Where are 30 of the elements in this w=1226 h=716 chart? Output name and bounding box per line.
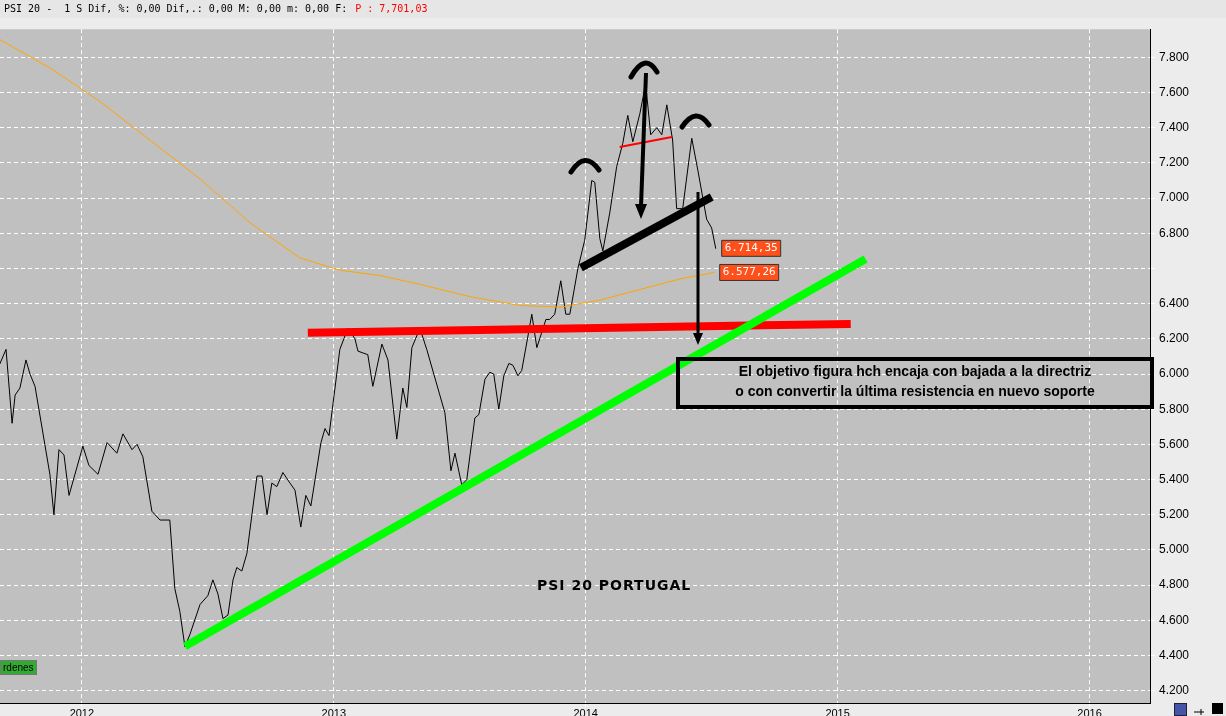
x-tick-label: 2012 [69,706,95,716]
y-tick-label: 6.400 [1159,295,1190,310]
y-tick-label: 5.200 [1159,507,1190,522]
annotation: PSI 20 PORTUGAL [537,577,692,593]
y-tick-label: 5.000 [1159,542,1190,557]
y-tick-label: 5.400 [1159,471,1190,486]
x-tick-label: 2014 [573,706,598,716]
y-tick-label: 4.800 [1159,577,1190,592]
x-tick-label: 2013 [321,706,347,716]
y-tick-label: 6.800 [1159,225,1190,240]
y-tick-label: 7.400 [1159,120,1190,135]
chart-title: PSI 20 - 1 S Dif, %: 0,00 Dif,.: 0,00 M: 0,00 m: 0,00 F: [4,3,348,14]
x-tick-label: 2015 [825,706,850,716]
y-tick-label: 7.000 [1159,190,1190,205]
y-tick-label: 4.200 [1159,683,1190,697]
chart-subtitle: P : 7,701,03 [355,3,428,14]
annotation: El objetivo figura hch encaja con bajada a la directriz o con convertir la última resistencia en nuevo soporte [676,357,1154,409]
y-tick-label: 7.800 [1159,49,1190,64]
y-tick-label: 7.600 [1159,84,1190,99]
y-tick-label: 7.200 [1159,155,1190,170]
annotation: rdenes [0,660,37,675]
data-label: 6.577,26 [722,265,776,279]
y-tick-label: 6.000 [1159,366,1190,381]
y-tick-label: 4.600 [1159,612,1190,627]
y-tick-label: 5.600 [1159,436,1190,451]
y-tick-label: 6.200 [1159,331,1190,346]
y-tick-label: 5.800 [1159,401,1190,416]
x-tick-label: 2016 [1077,706,1102,716]
y-tick-label: 4.400 [1159,647,1190,662]
data-label: 6.714,35 [724,241,778,255]
